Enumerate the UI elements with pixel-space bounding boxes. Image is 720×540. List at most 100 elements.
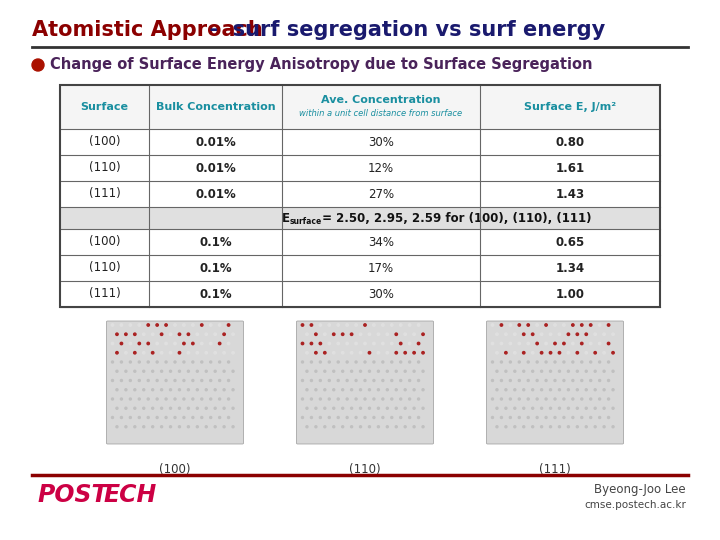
Circle shape	[359, 426, 361, 428]
Circle shape	[594, 352, 596, 354]
Circle shape	[572, 380, 574, 381]
Circle shape	[364, 380, 366, 381]
Circle shape	[563, 398, 565, 400]
Circle shape	[523, 426, 525, 428]
Circle shape	[395, 407, 397, 409]
Circle shape	[210, 398, 212, 400]
Circle shape	[500, 342, 503, 345]
Circle shape	[179, 370, 181, 372]
Circle shape	[404, 426, 406, 428]
Circle shape	[210, 416, 212, 419]
Circle shape	[585, 352, 588, 354]
Circle shape	[359, 407, 361, 409]
Circle shape	[138, 416, 140, 419]
Circle shape	[169, 370, 171, 372]
Circle shape	[594, 407, 596, 409]
Circle shape	[364, 416, 366, 419]
Circle shape	[315, 333, 317, 335]
Circle shape	[197, 370, 198, 372]
Circle shape	[192, 342, 194, 345]
Circle shape	[302, 416, 304, 419]
Circle shape	[214, 407, 216, 409]
Circle shape	[306, 426, 308, 428]
Circle shape	[413, 352, 415, 354]
Text: -  surf segregation vs surf energy: - surf segregation vs surf energy	[195, 20, 606, 40]
Circle shape	[151, 352, 154, 354]
Circle shape	[156, 398, 158, 400]
Circle shape	[156, 324, 158, 326]
Circle shape	[612, 370, 614, 372]
Circle shape	[612, 352, 614, 354]
Text: (110): (110)	[89, 161, 120, 174]
Circle shape	[536, 342, 539, 345]
Circle shape	[400, 361, 402, 363]
Bar	[60, 85, 660, 307]
Circle shape	[192, 361, 194, 363]
Circle shape	[545, 398, 547, 400]
Circle shape	[228, 380, 230, 381]
Circle shape	[369, 389, 371, 391]
Circle shape	[214, 352, 217, 354]
Circle shape	[391, 398, 393, 400]
Circle shape	[201, 361, 203, 363]
Text: 1.43: 1.43	[555, 187, 585, 200]
Circle shape	[598, 361, 600, 363]
Circle shape	[161, 370, 163, 372]
Circle shape	[523, 370, 525, 372]
Circle shape	[355, 361, 357, 363]
Text: 0.65: 0.65	[555, 235, 585, 248]
Circle shape	[608, 398, 610, 400]
Circle shape	[346, 361, 348, 363]
Circle shape	[559, 389, 560, 391]
Circle shape	[581, 361, 582, 363]
Circle shape	[373, 342, 375, 345]
Circle shape	[400, 380, 402, 381]
Circle shape	[409, 416, 410, 419]
Circle shape	[129, 342, 132, 345]
Circle shape	[143, 389, 145, 391]
Circle shape	[147, 361, 149, 363]
Circle shape	[576, 352, 579, 354]
Text: 0.1%: 0.1%	[199, 235, 232, 248]
Circle shape	[391, 416, 393, 419]
Circle shape	[328, 361, 330, 363]
Circle shape	[364, 398, 366, 400]
Circle shape	[125, 352, 127, 354]
Circle shape	[608, 361, 610, 363]
Circle shape	[328, 342, 330, 345]
Circle shape	[590, 398, 592, 400]
Circle shape	[590, 380, 592, 381]
Circle shape	[580, 342, 583, 345]
Text: (100): (100)	[89, 136, 120, 148]
Circle shape	[201, 380, 203, 381]
Circle shape	[491, 342, 494, 345]
Circle shape	[590, 416, 592, 419]
Circle shape	[491, 324, 494, 326]
Circle shape	[143, 370, 145, 372]
Circle shape	[205, 426, 207, 428]
Circle shape	[169, 407, 171, 409]
Circle shape	[152, 407, 153, 409]
Circle shape	[337, 398, 339, 400]
Circle shape	[302, 380, 304, 381]
Circle shape	[377, 352, 379, 354]
Circle shape	[369, 426, 371, 428]
Circle shape	[518, 324, 521, 326]
Circle shape	[598, 380, 600, 381]
Circle shape	[391, 361, 393, 363]
Circle shape	[496, 407, 498, 409]
Circle shape	[232, 333, 234, 335]
Circle shape	[598, 398, 600, 400]
Circle shape	[541, 389, 543, 391]
Circle shape	[214, 333, 217, 335]
Circle shape	[232, 389, 234, 391]
Circle shape	[500, 361, 503, 363]
Circle shape	[125, 426, 127, 428]
Circle shape	[174, 398, 176, 400]
Circle shape	[201, 398, 203, 400]
Circle shape	[422, 333, 424, 335]
Circle shape	[143, 426, 145, 428]
Circle shape	[223, 352, 225, 354]
Circle shape	[201, 324, 203, 326]
Circle shape	[116, 352, 118, 354]
